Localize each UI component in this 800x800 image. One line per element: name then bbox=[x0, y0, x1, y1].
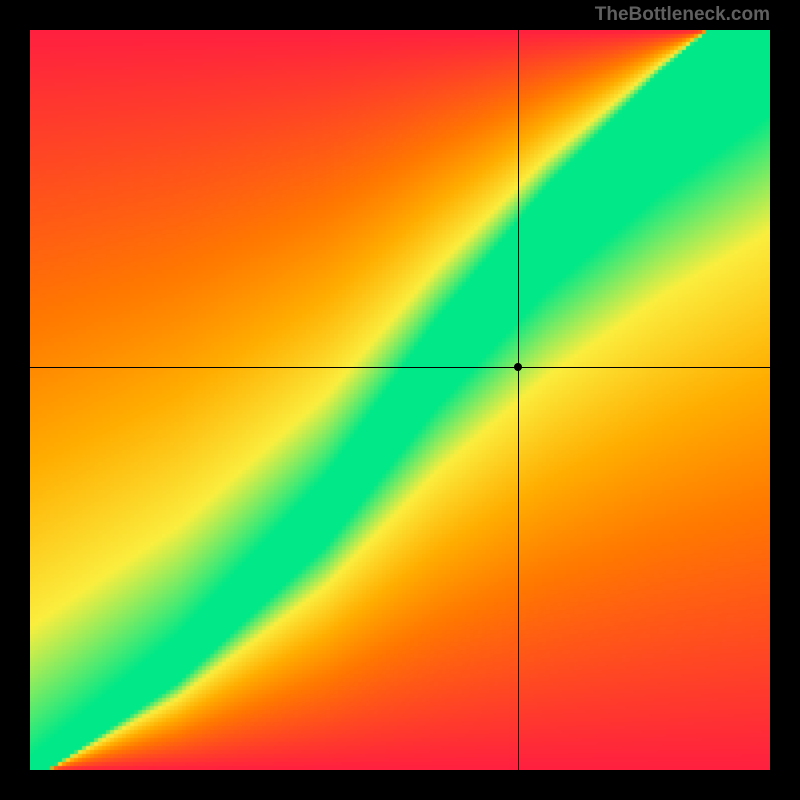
attribution-text: TheBottleneck.com bbox=[595, 4, 770, 26]
heatmap-canvas bbox=[30, 30, 770, 770]
crosshair-vertical bbox=[518, 30, 519, 770]
intersection-marker bbox=[514, 363, 522, 371]
crosshair-horizontal bbox=[30, 367, 770, 368]
bottleneck-heatmap bbox=[30, 30, 770, 770]
